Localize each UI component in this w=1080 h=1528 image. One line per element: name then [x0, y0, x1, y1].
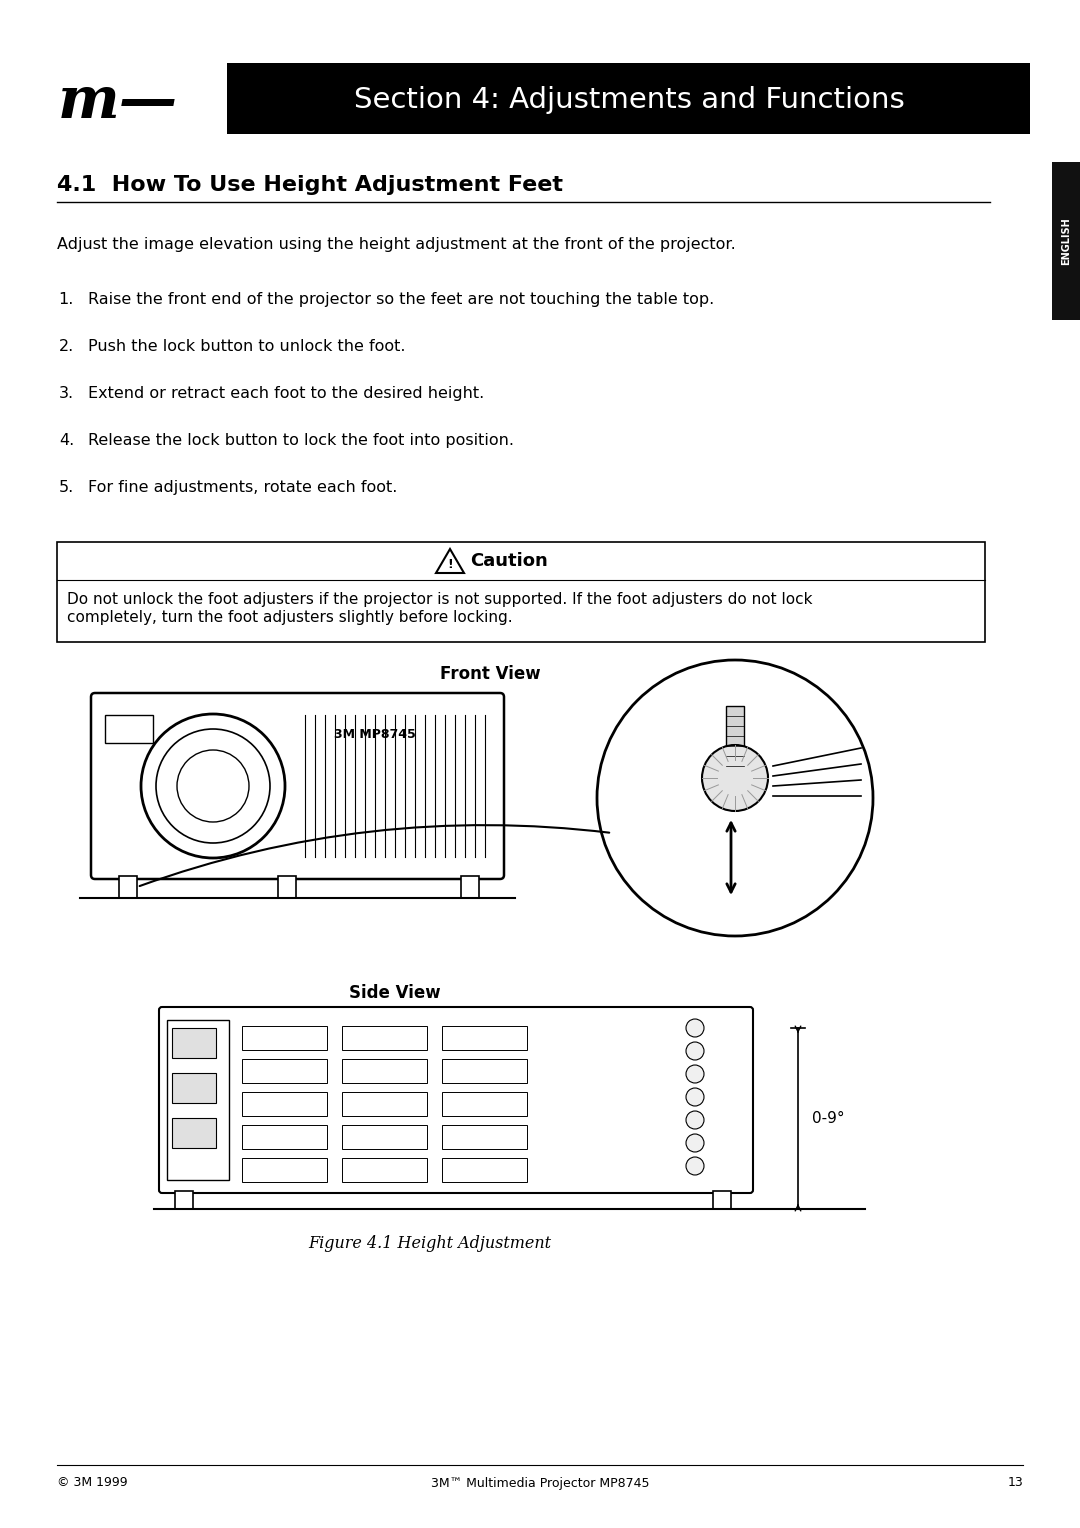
Text: Side View: Side View	[349, 984, 441, 1002]
Text: Figure 4.1 Height Adjustment: Figure 4.1 Height Adjustment	[309, 1236, 552, 1253]
Text: 5.: 5.	[58, 480, 75, 495]
Bar	[242, 1158, 327, 1183]
Circle shape	[686, 1042, 704, 1060]
Text: 3.: 3.	[59, 387, 75, 400]
Text: 4.1  How To Use Height Adjustment Feet: 4.1 How To Use Height Adjustment Feet	[57, 176, 563, 196]
Circle shape	[686, 1019, 704, 1038]
Circle shape	[597, 660, 873, 937]
Bar	[342, 1093, 427, 1115]
Bar	[713, 1190, 731, 1209]
Bar	[242, 1025, 327, 1050]
Text: Section 4: Adjustments and Functions: Section 4: Adjustments and Functions	[353, 86, 904, 115]
Text: 3M MP8745: 3M MP8745	[334, 729, 416, 741]
Text: 13: 13	[1008, 1476, 1023, 1490]
Circle shape	[686, 1157, 704, 1175]
Text: !: !	[447, 558, 453, 570]
Bar	[342, 1125, 427, 1149]
Text: Extend or retract each foot to the desired height.: Extend or retract each foot to the desir…	[87, 387, 484, 400]
Text: For fine adjustments, rotate each foot.: For fine adjustments, rotate each foot.	[87, 480, 397, 495]
Text: Front View: Front View	[440, 665, 540, 683]
Bar	[172, 1028, 216, 1057]
FancyBboxPatch shape	[159, 1007, 753, 1193]
Bar	[227, 63, 1030, 134]
Text: 0-9°: 0-9°	[812, 1111, 845, 1126]
Bar	[442, 1093, 527, 1115]
Bar	[278, 876, 296, 898]
Bar	[167, 1021, 229, 1180]
Bar	[1052, 162, 1080, 319]
Text: © 3M 1999: © 3M 1999	[57, 1476, 127, 1490]
Bar	[242, 1059, 327, 1083]
Circle shape	[686, 1065, 704, 1083]
Bar	[175, 1190, 193, 1209]
Circle shape	[686, 1111, 704, 1129]
Circle shape	[686, 1134, 704, 1152]
Bar	[342, 1025, 427, 1050]
Bar	[342, 1158, 427, 1183]
Text: Release the lock button to lock the foot into position.: Release the lock button to lock the foot…	[87, 432, 514, 448]
FancyBboxPatch shape	[91, 694, 504, 879]
Bar	[442, 1059, 527, 1083]
Bar	[57, 542, 985, 642]
Bar	[172, 1118, 216, 1148]
Bar	[442, 1125, 527, 1149]
Bar	[119, 876, 137, 898]
Text: Raise the front end of the projector so the feet are not touching the table top.: Raise the front end of the projector so …	[87, 292, 714, 307]
Bar	[242, 1125, 327, 1149]
Bar	[726, 706, 744, 775]
Text: Push the lock button to unlock the foot.: Push the lock button to unlock the foot.	[87, 339, 405, 354]
Text: 2.: 2.	[58, 339, 75, 354]
Text: completely, turn the foot adjusters slightly before locking.: completely, turn the foot adjusters slig…	[67, 610, 513, 625]
Text: Do not unlock the foot adjusters if the projector is not supported. If the foot : Do not unlock the foot adjusters if the …	[67, 591, 812, 607]
Text: 1.: 1.	[58, 292, 75, 307]
Text: ENGLISH: ENGLISH	[1061, 217, 1071, 264]
Circle shape	[686, 1088, 704, 1106]
Text: m—: m—	[58, 73, 178, 130]
Bar	[242, 1093, 327, 1115]
Text: Caution: Caution	[470, 552, 548, 570]
Text: Adjust the image elevation using the height adjustment at the front of the proje: Adjust the image elevation using the hei…	[57, 237, 735, 252]
Circle shape	[702, 746, 768, 811]
Text: 3M™ Multimedia Projector MP8745: 3M™ Multimedia Projector MP8745	[431, 1476, 649, 1490]
Bar	[442, 1158, 527, 1183]
Text: 4.: 4.	[58, 432, 75, 448]
Bar	[342, 1059, 427, 1083]
Bar	[442, 1025, 527, 1050]
Bar	[172, 1073, 216, 1103]
Bar	[461, 876, 480, 898]
Bar	[105, 715, 153, 743]
